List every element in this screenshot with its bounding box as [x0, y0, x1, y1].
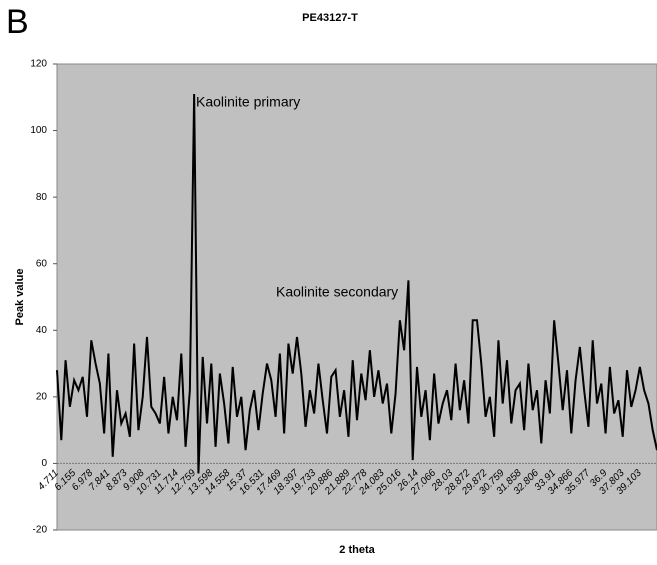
y-tick-label: 40 — [36, 325, 48, 336]
data-line — [56, 93, 657, 474]
chart-title: PE43127-T — [302, 12, 358, 24]
annotation: Kaolinite secondary — [276, 284, 398, 300]
x-axis-label: 2 theta — [339, 544, 375, 556]
y-tick-label: 0 — [41, 458, 47, 469]
y-tick-label: -20 — [33, 525, 48, 536]
panel-label: B — [6, 3, 29, 41]
y-tick-label: 20 — [36, 391, 48, 402]
y-tick-label: 100 — [30, 125, 47, 136]
y-axis-label: Peak value — [14, 269, 26, 326]
y-tick-label: 80 — [36, 192, 48, 203]
annotation: Kaolinite primary — [196, 94, 300, 110]
y-tick-label: 60 — [36, 258, 48, 269]
plot-area — [56, 63, 657, 531]
y-tick-label: 120 — [30, 59, 47, 70]
